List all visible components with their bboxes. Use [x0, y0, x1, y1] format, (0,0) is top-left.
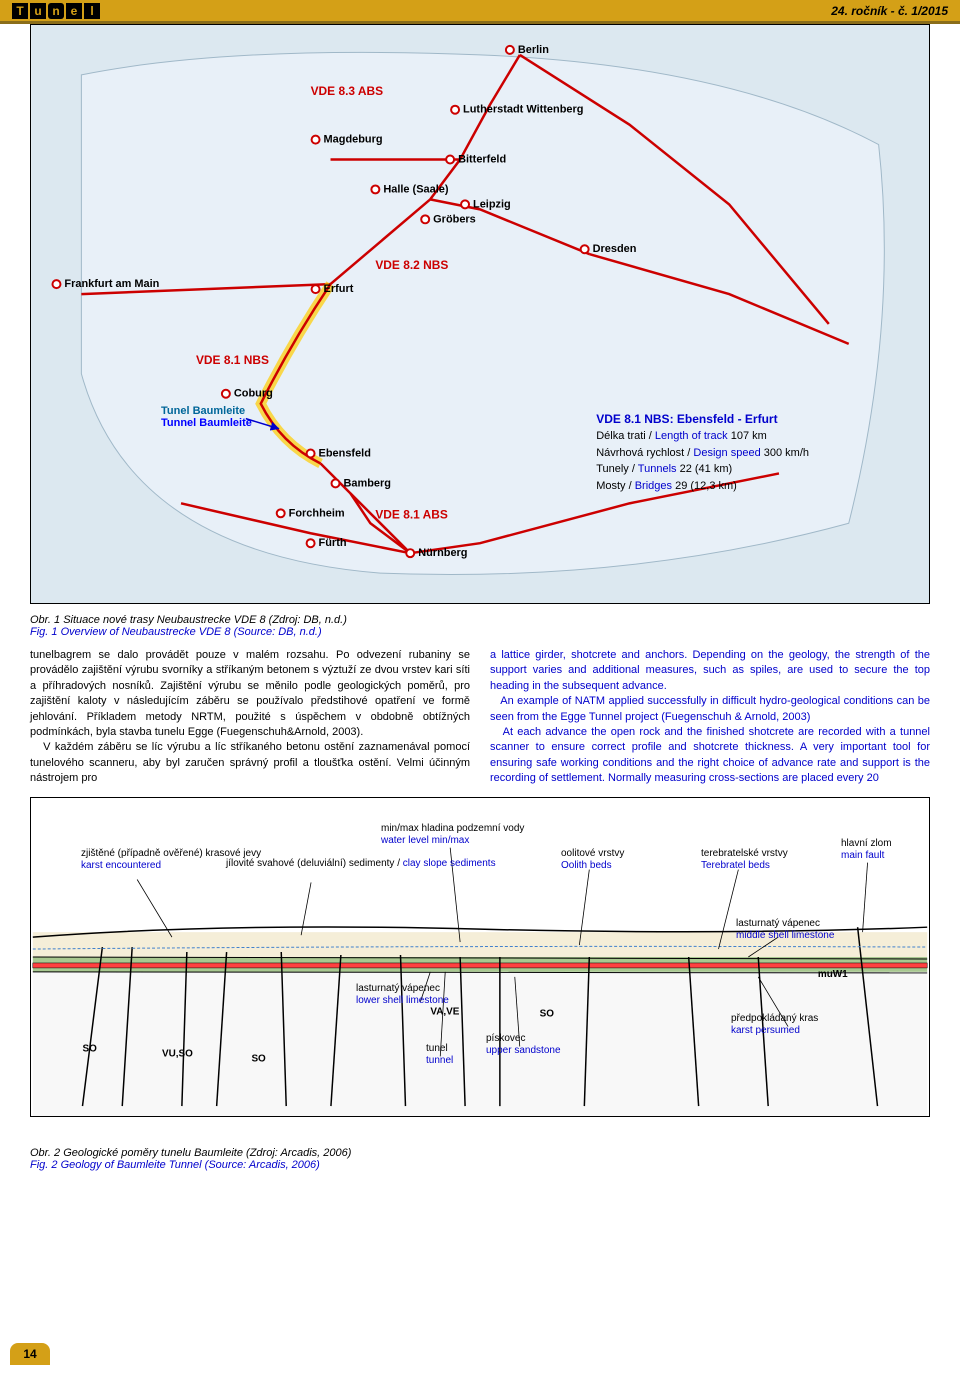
issue-info: 24. ročník - č. 1/2015 [831, 4, 948, 18]
city-label: Frankfurt am Main [64, 278, 159, 290]
logo-l: l [84, 3, 100, 19]
info-title: VDE 8.1 NBS: Ebensfeld - Erfurt [596, 410, 809, 428]
vde-route-label: VDE 8.1 ABS [375, 507, 448, 521]
logo-n: n [48, 3, 64, 19]
vde-route-label: VDE 8.1 NBS [196, 353, 269, 367]
city-label: Halle (Saale) [383, 183, 448, 195]
city-label: Erfurt [324, 283, 354, 295]
tunnel-label-en: Tunnel Baumleite [161, 417, 252, 429]
map-svg: Berlin Lutherstadt Wittenberg Magdeburg Bit… [31, 25, 929, 603]
figure1-caption: Obr. 1 Situace nové trasy Neubaustrecke … [30, 614, 930, 638]
caption1-en: Fig. 1 Overview of Neubaustrecke VDE 8 (… [30, 626, 930, 638]
caption1-cz: Obr. 1 Situace nové trasy Neubaustrecke … [30, 614, 930, 626]
journal-logo: T u n e l [12, 3, 100, 19]
city-node [581, 245, 589, 253]
city-node [307, 450, 315, 458]
city-node [461, 200, 469, 208]
city-node [312, 136, 320, 144]
geology-section-label: SO [540, 1008, 555, 1019]
city-node [307, 539, 315, 547]
city-node [52, 280, 60, 288]
geology-section-label: VU,SO [162, 1048, 193, 1059]
logo-t: T [12, 3, 28, 19]
city-node [506, 46, 514, 54]
geology-label: lasturnatý vápenecmiddle shell limestone [736, 918, 834, 942]
city-label: Coburg [234, 388, 273, 400]
logo-e: e [66, 3, 82, 19]
tunnel-label-cz: Tunel Baumleite [161, 405, 252, 417]
geology-label: tuneltunnel [426, 1043, 453, 1067]
info-line: Mosty / Bridges 29 (12,3 km) [596, 478, 809, 495]
city-label: Berlin [518, 44, 549, 56]
caption2-en: Fig. 2 Geology of Baumleite Tunnel (Sour… [30, 1159, 930, 1171]
city-node [371, 185, 379, 193]
page-number: 14 [10, 1343, 50, 1365]
page-header: T u n e l 24. ročník - č. 1/2015 [0, 0, 960, 24]
tunnel-marker-label: Tunel Baumleite Tunnel Baumleite [161, 405, 252, 429]
vde-route-label: VDE 8.3 ABS [311, 84, 384, 98]
city-node [406, 549, 414, 557]
city-label: Leipzig [473, 198, 511, 210]
city-label: Nürnberg [418, 547, 467, 559]
city-label: Dresden [593, 243, 637, 255]
geology-section-label: muW1 [818, 968, 848, 979]
info-line: Tunely / Tunnels 22 (41 km) [596, 461, 809, 478]
geology-label: jílovité svahové (deluviální) sedimenty … [226, 858, 496, 870]
body-right-col: a lattice girder, shotcrete and anchors.… [490, 648, 930, 787]
geology-label: terebratelské vrstvyTerebratel beds [701, 848, 788, 872]
geology-label: lasturnatý vápeneclower shell limestone [356, 983, 449, 1007]
city-label: Bitterfeld [458, 154, 506, 166]
city-label: Fürth [319, 537, 347, 549]
city-label: Forchheim [289, 507, 345, 519]
city-node [277, 509, 285, 517]
body-text-columns: tunelbagrem se dalo provádět pouze v mal… [30, 648, 930, 787]
city-label: Lutherstadt Wittenberg [463, 104, 583, 116]
city-node [451, 106, 459, 114]
geology-label: předpokládaný kraskarst persumed [731, 1013, 818, 1037]
map-info-box: VDE 8.1 NBS: Ebensfeld - Erfurt Délka tr… [596, 410, 809, 494]
city-label: Ebensfeld [319, 448, 371, 460]
city-node [332, 479, 340, 487]
city-node [312, 285, 320, 293]
rail-map-figure: Berlin Lutherstadt Wittenberg Magdeburg Bit… [30, 24, 930, 604]
geology-label: hlavní zlommain fault [841, 838, 892, 862]
city-label: Gröbers [433, 213, 476, 225]
city-label: Magdeburg [324, 134, 383, 146]
geology-label: oolitové vrstvyOolith beds [561, 848, 624, 872]
body-left-col: tunelbagrem se dalo provádět pouze v mal… [30, 648, 470, 787]
geology-section-label: SO [251, 1053, 266, 1064]
info-line: Délka trati / Length of track 107 km [596, 428, 809, 445]
geology-section-label: SO [83, 1043, 98, 1054]
logo-u: u [30, 3, 46, 19]
geology-label: min/max hladina podzemní vodywater level… [381, 823, 524, 847]
city-node [446, 156, 454, 164]
city-node [421, 215, 429, 223]
figure2-caption-block: Obr. 2 Geologické poměry tunelu Baumleit… [30, 1147, 930, 1171]
geology-section-label: VA,VE [430, 1006, 459, 1017]
info-line: Návrhová rychlost / Design speed 300 km/… [596, 445, 809, 462]
geology-figure: SOVU,SOSOVA,VESOmuW1 zjištěné (případně … [30, 797, 930, 1117]
city-node [222, 390, 230, 398]
city-label: Bamberg [343, 477, 390, 489]
caption2-cz: Obr. 2 Geologické poměry tunelu Baumleit… [30, 1147, 930, 1159]
vde-route-label: VDE 8.2 NBS [375, 258, 448, 272]
geology-label: pískovecupper sandstone [486, 1033, 561, 1057]
